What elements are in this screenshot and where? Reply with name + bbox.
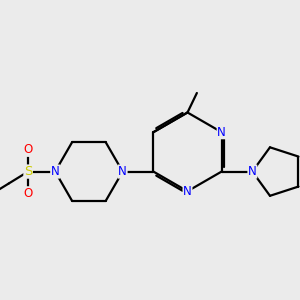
Text: N: N: [248, 165, 257, 178]
Text: N: N: [51, 165, 59, 178]
Text: N: N: [183, 185, 192, 198]
Text: N: N: [118, 165, 127, 178]
Text: N: N: [217, 126, 226, 139]
Text: O: O: [23, 143, 33, 156]
Text: O: O: [23, 187, 33, 200]
Text: S: S: [24, 165, 32, 178]
